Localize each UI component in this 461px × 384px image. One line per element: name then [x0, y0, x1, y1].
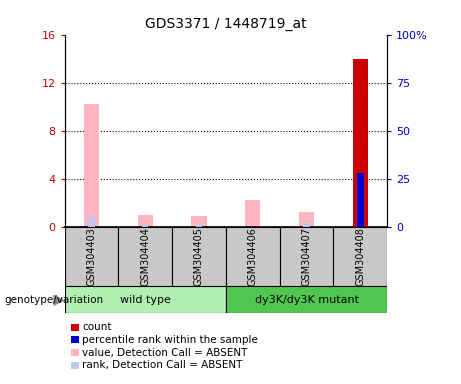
Bar: [172, 227, 226, 286]
Text: value, Detection Call = ABSENT: value, Detection Call = ABSENT: [82, 348, 248, 358]
Bar: [357, 173, 364, 227]
Bar: [280, 227, 333, 286]
Bar: [118, 227, 172, 286]
Text: percentile rank within the sample: percentile rank within the sample: [82, 335, 258, 345]
Bar: [226, 286, 387, 313]
Text: rank, Detection Call = ABSENT: rank, Detection Call = ABSENT: [82, 360, 242, 370]
Polygon shape: [54, 295, 63, 305]
Title: GDS3371 / 1448719_at: GDS3371 / 1448719_at: [145, 17, 307, 31]
Text: GSM304404: GSM304404: [140, 227, 150, 286]
Bar: [333, 227, 387, 286]
Bar: [84, 104, 99, 227]
Bar: [226, 227, 280, 286]
Text: GSM304405: GSM304405: [194, 227, 204, 286]
Bar: [353, 59, 368, 227]
Text: GSM304406: GSM304406: [248, 227, 258, 286]
Bar: [303, 223, 310, 227]
Bar: [88, 217, 95, 227]
Bar: [138, 215, 153, 227]
Bar: [191, 216, 207, 227]
Text: GSM304403: GSM304403: [86, 227, 96, 286]
Bar: [299, 212, 314, 227]
Text: dy3K/dy3K mutant: dy3K/dy3K mutant: [254, 295, 359, 305]
Text: wild type: wild type: [120, 295, 171, 305]
Text: genotype/variation: genotype/variation: [5, 295, 104, 305]
Bar: [65, 227, 118, 286]
Bar: [142, 224, 148, 227]
Bar: [65, 286, 226, 313]
Bar: [245, 200, 260, 227]
Text: GSM304408: GSM304408: [355, 227, 366, 286]
Text: count: count: [82, 322, 112, 332]
Text: GSM304407: GSM304407: [301, 227, 312, 286]
Bar: [196, 224, 202, 227]
